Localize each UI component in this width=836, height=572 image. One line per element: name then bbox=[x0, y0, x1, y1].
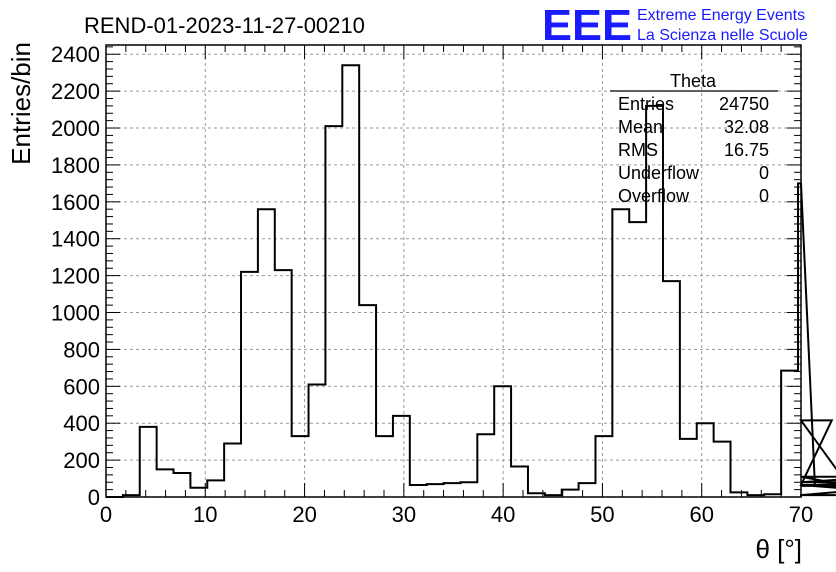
eee-logo-mark: EEE bbox=[542, 1, 632, 50]
stats-box-rows: Entries 24750 Mean 32.08 RMS 16.75 Underflow 0 O… bbox=[618, 94, 769, 206]
plot-frame bbox=[105, 44, 802, 498]
histogram-bin bbox=[224, 443, 241, 497]
histogram-bin bbox=[292, 436, 309, 497]
grid-lines bbox=[106, 45, 801, 497]
x-axis-label: θ [°] bbox=[755, 534, 802, 564]
histogram-bin bbox=[342, 65, 359, 497]
histogram-bin bbox=[714, 442, 731, 497]
plot-border bbox=[105, 44, 802, 498]
y-tick-label: 200 bbox=[63, 448, 100, 473]
histogram-bin bbox=[511, 467, 528, 497]
x-tick-label: 40 bbox=[491, 502, 515, 527]
histogram-bin bbox=[174, 473, 191, 497]
histogram-bin bbox=[579, 483, 596, 497]
x-tick-label: 50 bbox=[590, 502, 614, 527]
y-tick-label: 1600 bbox=[51, 190, 100, 215]
stats-box-label: Underflow bbox=[618, 163, 700, 183]
histogram-bin bbox=[309, 384, 326, 497]
eee-logo: EEE Extreme Energy Events La Scienza nel… bbox=[542, 1, 808, 50]
x-tick-label: 0 bbox=[100, 502, 112, 527]
stats-box: Theta Entries 24750 Mean 32.08 RMS 16.75 Under… bbox=[610, 71, 778, 206]
histogram-bin bbox=[359, 305, 376, 497]
x-tick-label: 70 bbox=[789, 502, 813, 527]
y-tick-label: 2200 bbox=[51, 79, 100, 104]
x-tick-label: 10 bbox=[193, 502, 217, 527]
stats-box-label: Entries bbox=[618, 94, 674, 114]
y-tick-label: 1800 bbox=[51, 153, 100, 178]
stats-box-title: Theta bbox=[670, 71, 717, 91]
histogram-bin bbox=[241, 272, 258, 497]
y-tick-label: 400 bbox=[63, 411, 100, 436]
histogram-bin bbox=[663, 281, 680, 497]
histogram-bin bbox=[781, 371, 798, 497]
histogram-bin bbox=[697, 423, 714, 497]
histogram-bin bbox=[376, 436, 393, 497]
y-axis-label: Entries/bin bbox=[6, 42, 36, 165]
y-tick-label: 800 bbox=[63, 337, 100, 362]
x-tick-label: 20 bbox=[292, 502, 316, 527]
axis-ticks bbox=[105, 45, 802, 498]
stats-box-label: RMS bbox=[618, 140, 658, 160]
histogram-bin bbox=[629, 222, 646, 497]
histogram-bin bbox=[190, 488, 207, 497]
histogram bbox=[106, 64, 836, 498]
histogram-bin bbox=[477, 434, 494, 497]
histogram-bin bbox=[444, 483, 461, 497]
histogram-bin bbox=[595, 436, 612, 497]
histogram-bin bbox=[680, 439, 697, 497]
stats-box-value: 32.08 bbox=[724, 117, 769, 137]
stats-box-value: 24750 bbox=[719, 94, 769, 114]
y-tick-label: 0 bbox=[88, 485, 100, 510]
histogram-bin bbox=[494, 386, 511, 497]
y-tick-label: 2000 bbox=[51, 116, 100, 141]
histogram-outline bbox=[106, 64, 836, 498]
y-tick-label: 2400 bbox=[51, 42, 100, 67]
histogram-bin bbox=[562, 490, 579, 497]
eee-logo-line2: La Scienza nelle Scuole bbox=[637, 27, 808, 44]
histogram-bin bbox=[207, 480, 224, 497]
y-tick-label: 1400 bbox=[51, 227, 100, 252]
stats-box-value: 0 bbox=[759, 163, 769, 183]
chart-title: REND-01-2023-11-27-00210 bbox=[84, 13, 365, 38]
stats-box-label: Overflow bbox=[618, 186, 690, 206]
eee-logo-line1: Extreme Energy Events bbox=[637, 7, 805, 24]
x-tick-label: 30 bbox=[392, 502, 416, 527]
histogram-bin bbox=[258, 209, 275, 497]
histogram-bin bbox=[393, 416, 410, 497]
stats-box-value: 16.75 bbox=[724, 140, 769, 160]
x-tick-label: 60 bbox=[689, 502, 713, 527]
histogram-bin bbox=[612, 209, 629, 497]
stats-box-label: Mean bbox=[618, 117, 663, 137]
histogram-bin bbox=[427, 484, 444, 497]
y-tick-label: 600 bbox=[63, 374, 100, 399]
x-tick-labels: 0 10 20 30 40 50 60 70 bbox=[100, 502, 813, 527]
y-tick-label: 1000 bbox=[51, 301, 100, 326]
y-tick-labels: 0 200 400 600 800 1000 1200 1400 1600 1800 2000 220… bbox=[51, 42, 100, 510]
y-tick-label: 1200 bbox=[51, 264, 100, 289]
histogram-bin bbox=[275, 270, 292, 497]
histogram-bin bbox=[325, 126, 342, 497]
stats-box-value: 0 bbox=[759, 186, 769, 206]
histogram-bin bbox=[140, 427, 157, 497]
